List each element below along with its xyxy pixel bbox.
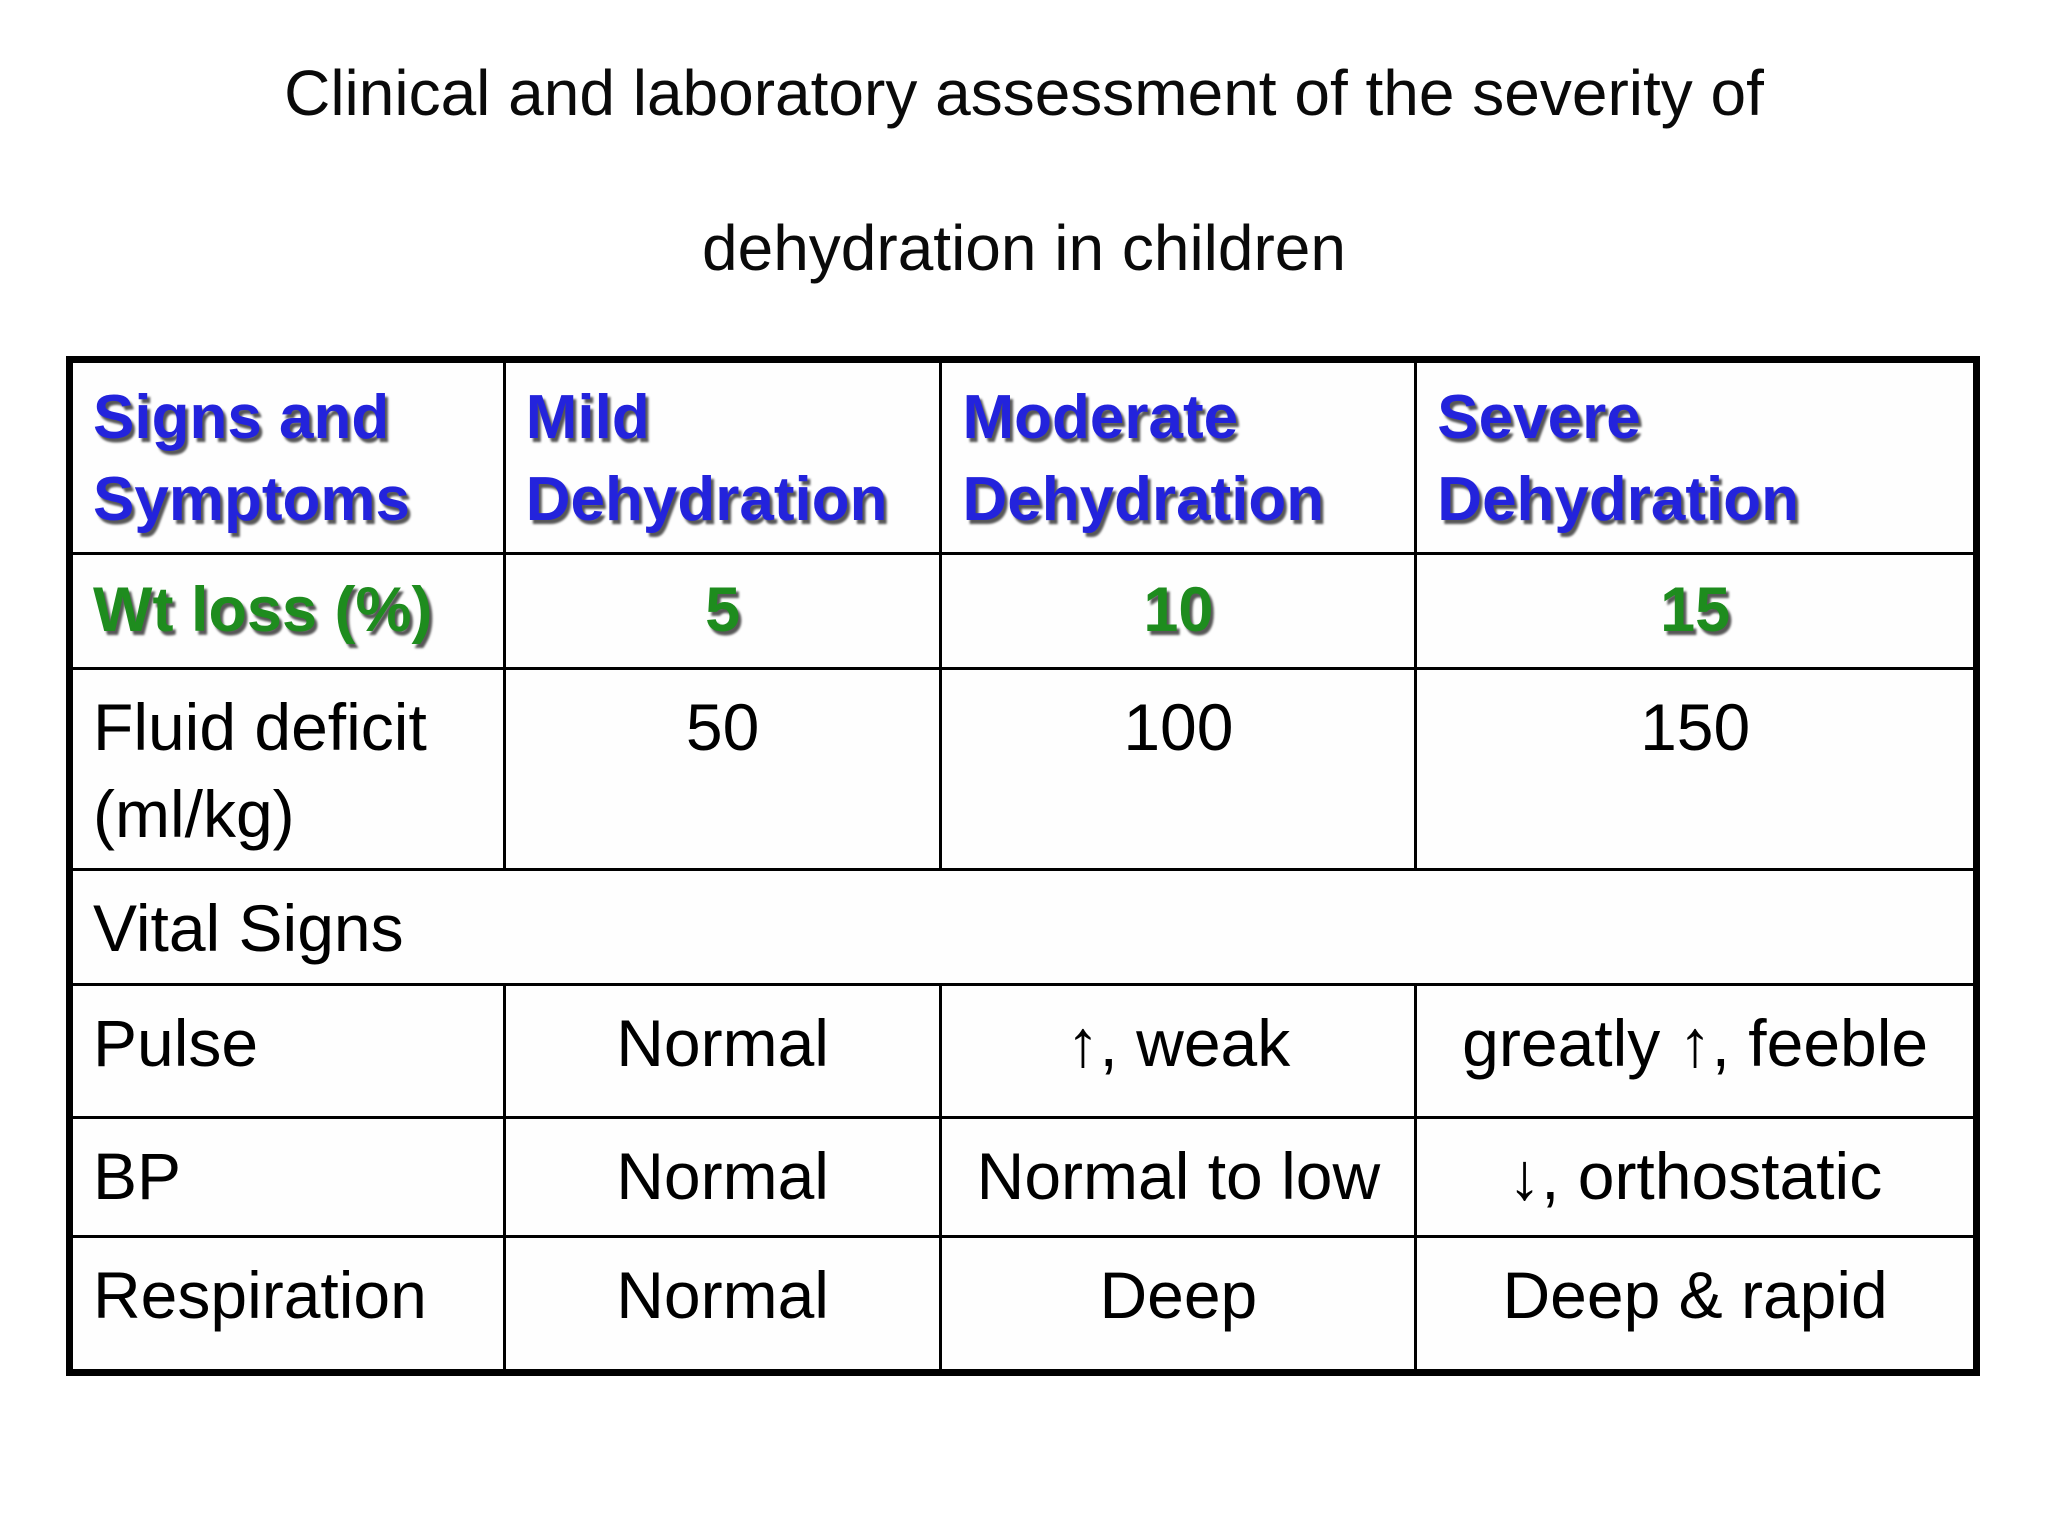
- cell-fluid-deficit-mild: 50: [502, 666, 943, 872]
- cell-respiration-severe: Deep & rapid: [1414, 1235, 1978, 1375]
- cell-pulse-severe: greatly ↑, feeble: [1414, 983, 1978, 1120]
- row-vital-signs: Vital Signs: [68, 868, 1978, 987]
- cell-wt-loss-moderate: 10: [939, 552, 1418, 670]
- row-wt-loss: Wt loss (%) 5 10 15: [68, 552, 1978, 670]
- cell-bp-severe: ↓, orthostatic: [1414, 1116, 1978, 1239]
- slide-title-line2: dehydration in children: [702, 211, 1346, 284]
- cell-wt-loss-mild: 5: [502, 552, 943, 670]
- cell-pulse-label: Pulse: [68, 983, 506, 1120]
- cell-fluid-deficit-severe: 150: [1414, 666, 1978, 872]
- row-fluid-deficit: Fluid deficit (ml/kg) 50 100 150: [68, 666, 1978, 872]
- cell-pulse-moderate: ↑, weak: [939, 983, 1418, 1120]
- cell-respiration-mild: Normal: [502, 1235, 943, 1375]
- dehydration-assessment-table: Signs and Symptoms Mild Dehydration Mode…: [66, 356, 1980, 1377]
- cell-fluid-deficit-label: Fluid deficit (ml/kg): [68, 666, 506, 872]
- table-header-row: Signs and Symptoms Mild Dehydration Mode…: [68, 358, 1978, 555]
- header-cell-signs-and-symptoms: Signs and Symptoms: [68, 358, 506, 555]
- cell-vital-signs-header: Vital Signs: [68, 868, 1978, 987]
- cell-bp-mild: Normal: [502, 1116, 943, 1239]
- header-cell-mild-dehydration: Mild Dehydration: [502, 358, 943, 555]
- cell-pulse-mild: Normal: [502, 983, 943, 1120]
- row-pulse: Pulse Normal ↑, weak greatly ↑, feeble: [68, 983, 1978, 1120]
- cell-bp-moderate: Normal to low: [939, 1116, 1418, 1239]
- slide-title: Clinical and laboratory assessment of th…: [0, 16, 2048, 326]
- row-bp: BP Normal Normal to low ↓, orthostatic: [68, 1116, 1978, 1239]
- cell-respiration-moderate: Deep: [939, 1235, 1418, 1375]
- slide-title-line1: Clinical and laboratory assessment of th…: [284, 57, 1764, 129]
- row-respiration: Respiration Normal Deep Deep & rapid: [68, 1235, 1978, 1375]
- header-cell-severe-dehydration: Severe Dehydration: [1414, 358, 1978, 555]
- header-cell-moderate-dehydration: Moderate Dehydration: [939, 358, 1418, 555]
- cell-wt-loss-severe: 15: [1414, 552, 1978, 670]
- assessment-table-container: Signs and Symptoms Mild Dehydration Mode…: [66, 356, 1980, 1377]
- cell-bp-label: BP: [68, 1116, 506, 1239]
- cell-fluid-deficit-moderate: 100: [939, 666, 1418, 872]
- cell-respiration-label: Respiration: [68, 1235, 506, 1375]
- cell-wt-loss-label: Wt loss (%): [68, 552, 506, 670]
